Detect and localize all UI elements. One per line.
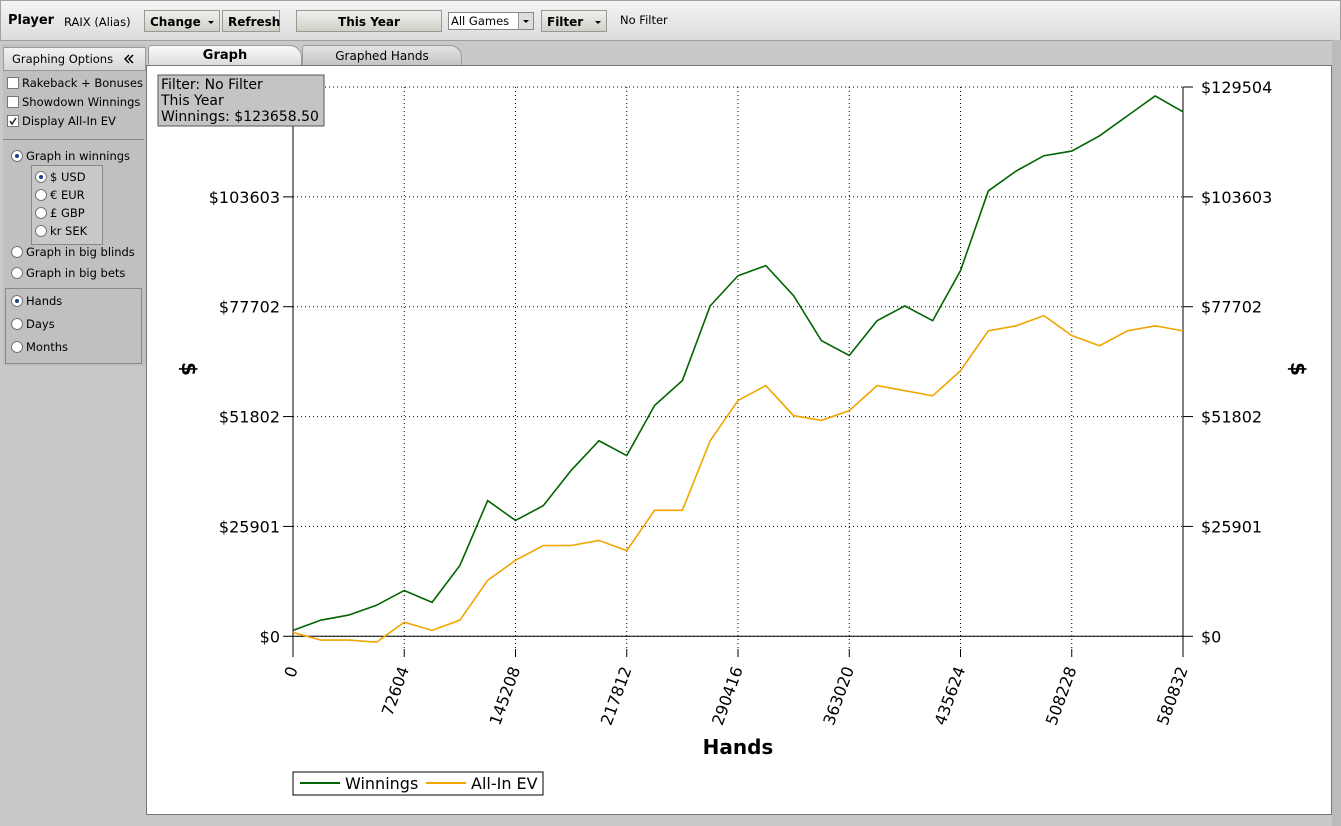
radio-button[interactable]	[11, 267, 23, 279]
y2-tick-label: $25901	[1201, 517, 1262, 536]
change-button[interactable]: Change	[144, 10, 220, 32]
option-label: Hands	[26, 294, 63, 308]
player-name: RAIX (Alias)	[64, 15, 131, 29]
y-tick-label: $103603	[209, 188, 280, 207]
x-tick-label: 217812	[597, 664, 636, 728]
x-tick-label: 0	[280, 664, 301, 680]
games-text: All Games	[451, 14, 510, 28]
checkbox[interactable]	[7, 115, 19, 127]
y2-tick-label: $103603	[1201, 188, 1272, 207]
x-tick-label: 363020	[819, 664, 858, 728]
graphing-options-panel: Graphing Options Rakeback + Bonuses Showd…	[3, 44, 146, 366]
radio-button[interactable]	[35, 207, 47, 219]
y-axis-label: $	[177, 362, 201, 376]
x-tick-label: 580832	[1153, 664, 1192, 728]
radio-button[interactable]	[35, 225, 47, 237]
option-label: Showdown Winnings	[22, 95, 141, 109]
panel-title: Graphing Options	[12, 52, 114, 66]
option-label: Display All-In EV	[22, 114, 116, 128]
tab[interactable]: Graphed Hands	[302, 45, 462, 65]
filter-value: No Filter	[620, 13, 668, 27]
option-label: Graph in big bets	[26, 266, 126, 280]
info-line: Winnings: $123658.50	[161, 109, 319, 125]
option-label: € EUR	[50, 188, 85, 202]
filter-text: Filter	[547, 15, 584, 29]
y-tick-label: $51802	[219, 408, 280, 427]
radio-button[interactable]	[35, 171, 47, 183]
series-line	[292, 314, 1184, 644]
y2-tick-label: $0	[1201, 627, 1221, 646]
option-label: Rakeback + Bonuses	[22, 76, 143, 90]
y-tick-label: $0	[260, 627, 280, 646]
checkbox[interactable]	[7, 96, 19, 108]
period-button[interactable]: This Year	[296, 10, 442, 32]
series-line	[292, 94, 1184, 632]
x-tick-label: 145208	[486, 664, 525, 728]
y2-tick-label: $129504	[1201, 78, 1272, 97]
toolbar: Player RAIX (Alias) Change Refresh This …	[0, 0, 1341, 41]
change-text: Change	[150, 15, 201, 29]
radio-button[interactable]	[11, 295, 23, 307]
info-box	[157, 74, 325, 127]
period-text: This Year	[338, 15, 400, 29]
y2-axis-label: $	[1286, 362, 1310, 376]
radio-button[interactable]	[11, 341, 23, 353]
y2-tick-label: $51802	[1201, 408, 1262, 427]
x-tick-label: 435624	[931, 664, 970, 728]
option-label: Days	[26, 317, 55, 331]
radio-button[interactable]	[11, 246, 23, 258]
filter-button[interactable]: Filter	[541, 10, 607, 32]
radio-button[interactable]	[11, 318, 23, 330]
x-axis-label: Hands	[703, 735, 774, 759]
option-label: Graph in winnings	[26, 149, 131, 163]
y2-tick-label: $77702	[1201, 298, 1262, 317]
chart: $0 $0 $25901 $25901 $51802 $51802 $77702 $77702…	[157, 74, 1310, 796]
checkbox[interactable]	[7, 77, 19, 89]
option-label: Months	[26, 340, 69, 354]
y-tick-label: $77702	[219, 298, 280, 317]
option-label: Graph in big blinds	[26, 245, 135, 259]
option-label: kr SEK	[50, 224, 88, 238]
refresh-button[interactable]: Refresh	[222, 10, 280, 32]
legend-label: All-In EV	[471, 774, 538, 793]
option-label: $ USD	[50, 170, 86, 184]
legend-label: Winnings	[345, 774, 418, 793]
radio-button[interactable]	[11, 150, 23, 162]
x-tick-label: 508228	[1042, 664, 1081, 728]
collapse-icon[interactable]	[124, 54, 134, 64]
x-tick-label: 72604	[378, 664, 413, 718]
info-line: Filter: No Filter	[161, 77, 263, 93]
refresh-text: Refresh	[228, 15, 281, 29]
info-line: This Year	[160, 93, 224, 109]
player-label: Player	[8, 13, 55, 28]
radio-button[interactable]	[35, 189, 47, 201]
option-label: £ GBP	[50, 206, 85, 220]
legend-box	[292, 771, 544, 796]
tab[interactable]: Graph	[148, 45, 302, 65]
games-select[interactable]: All Games	[448, 12, 534, 30]
x-tick-label: 290416	[708, 664, 747, 728]
panel-header: Graphing Options	[3, 47, 146, 71]
y-tick-label: $25901	[219, 517, 280, 536]
